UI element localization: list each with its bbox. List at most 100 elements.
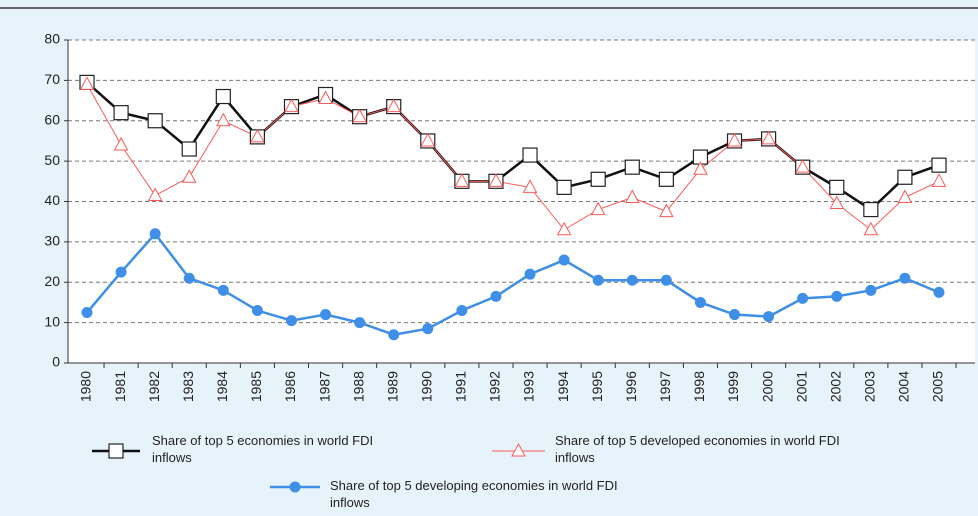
x-tick-label: 1988 — [350, 371, 366, 402]
data-point — [115, 266, 127, 278]
data-point — [113, 136, 129, 151]
x-tick-label: 1987 — [316, 371, 332, 402]
legend-marker — [289, 481, 301, 493]
data-point — [285, 315, 297, 327]
data-point — [352, 108, 367, 123]
data-point — [761, 130, 776, 145]
y-tick-label: 0 — [52, 354, 60, 370]
data-point — [590, 171, 606, 187]
x-tick-label: 1992 — [487, 371, 503, 402]
data-point — [251, 305, 263, 317]
y-tick-label: 10 — [44, 313, 60, 329]
data-point — [829, 195, 845, 210]
data-point — [729, 309, 741, 321]
data-point — [558, 254, 570, 266]
data-point — [624, 159, 640, 175]
data-point — [899, 272, 911, 284]
data-point — [694, 296, 706, 308]
data-point — [250, 128, 265, 143]
x-tick-label: 1981 — [112, 371, 128, 402]
data-point — [795, 159, 811, 173]
data-point — [149, 228, 161, 240]
data-point — [113, 105, 129, 121]
data-point — [420, 132, 436, 147]
data-point — [863, 201, 879, 218]
x-tick-label: 1998 — [691, 371, 707, 402]
y-tick-label: 60 — [44, 111, 60, 127]
x-tick-label: 1999 — [725, 371, 741, 402]
y-tick-label: 40 — [44, 192, 60, 208]
data-point — [556, 221, 572, 236]
y-tick-label: 80 — [44, 31, 60, 47]
x-tick-label: 2000 — [759, 371, 775, 402]
x-tick-label: 1984 — [214, 371, 230, 402]
data-point — [659, 203, 674, 218]
x-tick-label: 1980 — [78, 371, 94, 402]
data-point — [490, 290, 502, 302]
data-point — [524, 268, 536, 280]
data-point — [318, 90, 333, 105]
x-tick-label: 1994 — [555, 371, 571, 402]
legend-marker — [511, 442, 526, 457]
y-tick-label: 70 — [44, 71, 60, 87]
data-point — [931, 173, 947, 187]
data-point — [931, 157, 947, 173]
data-point — [522, 147, 538, 163]
data-point — [454, 173, 470, 187]
data-point — [865, 284, 877, 296]
data-point — [386, 98, 402, 113]
data-point — [215, 112, 231, 127]
data-point — [863, 221, 879, 236]
x-tick-label: 1996 — [623, 371, 639, 402]
x-tick-label: 1986 — [282, 371, 298, 402]
data-point — [624, 189, 640, 203]
data-point — [829, 179, 845, 195]
x-tick-label: 2001 — [793, 371, 809, 402]
x-tick-label: 1985 — [248, 371, 264, 402]
x-tick-label: 2003 — [862, 371, 878, 402]
data-point — [181, 169, 197, 183]
data-point — [897, 189, 913, 203]
legend-label: Share of top 5 developed economies in wo… — [555, 433, 840, 465]
data-point — [660, 274, 672, 286]
y-tick-label: 20 — [44, 273, 60, 289]
data-point — [456, 305, 468, 317]
x-tick-label: 1989 — [384, 371, 400, 402]
data-point — [797, 292, 809, 304]
x-tick-label: 1993 — [521, 371, 537, 402]
x-tick-label: 1983 — [180, 371, 196, 402]
data-point — [388, 329, 400, 341]
data-point — [284, 98, 299, 113]
x-tick-label: 2005 — [930, 371, 946, 402]
x-tick-label: 1990 — [419, 371, 435, 402]
x-tick-label: 2004 — [896, 371, 912, 402]
data-point — [215, 88, 231, 105]
data-point — [488, 173, 504, 187]
data-point — [320, 309, 332, 321]
series-line — [86, 231, 940, 337]
data-point — [556, 179, 572, 195]
x-tick-label: 1991 — [453, 371, 469, 402]
data-point — [147, 113, 163, 129]
data-point — [81, 307, 93, 319]
data-point — [422, 323, 434, 335]
data-point — [933, 286, 945, 298]
x-tick-label: 1995 — [589, 371, 605, 402]
y-tick-label: 50 — [44, 152, 60, 168]
legend-label: Share of top 5 economies in world FDI in… — [152, 433, 374, 465]
data-point — [147, 187, 163, 201]
data-point — [217, 284, 229, 296]
data-point — [590, 201, 606, 216]
data-point — [626, 274, 638, 286]
data-point — [693, 161, 708, 175]
data-point — [522, 179, 538, 193]
legend-marker — [108, 443, 124, 459]
data-point — [658, 171, 674, 187]
data-point — [897, 169, 913, 185]
data-point — [183, 272, 195, 284]
x-tick-label: 2002 — [827, 371, 843, 402]
data-point — [763, 311, 775, 323]
data-point — [831, 290, 843, 302]
